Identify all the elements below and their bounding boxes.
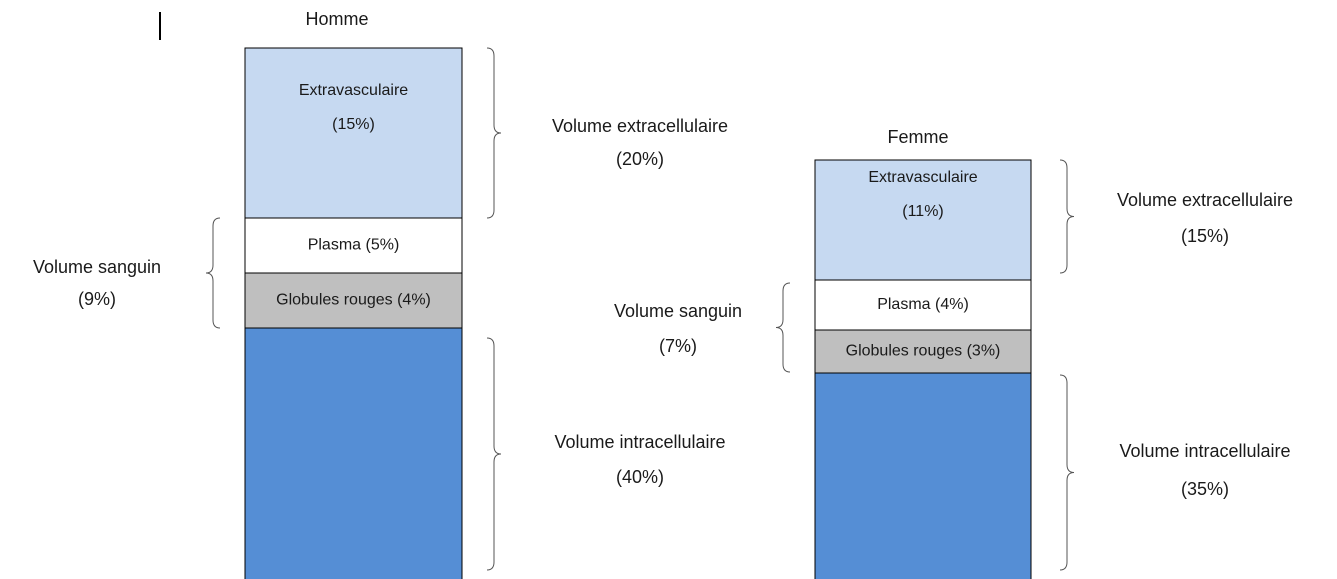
- brace-label: Volume sanguin: [33, 257, 161, 277]
- brace-label: (20%): [616, 149, 664, 169]
- brace-label: (7%): [659, 336, 697, 356]
- brace-label: Volume intracellulaire: [554, 432, 725, 452]
- segment-label: Extravasculaire: [868, 169, 977, 186]
- brace: [486, 47, 502, 219]
- brace-label: Volume extracellulaire: [1117, 190, 1293, 210]
- segment: [244, 327, 463, 579]
- brace-label: (35%): [1181, 479, 1229, 499]
- segment-label: Extravasculaire: [299, 82, 408, 99]
- brace-label: (9%): [78, 289, 116, 309]
- segment: [244, 217, 463, 274]
- brace: [205, 217, 221, 329]
- brace-label: (15%): [1181, 226, 1229, 246]
- segment: [814, 159, 1032, 281]
- segment-label: Globules rouges (3%): [846, 343, 1001, 360]
- brace-label: (40%): [616, 467, 664, 487]
- segment-label: Globules rouges (4%): [276, 292, 431, 309]
- brace: [486, 337, 502, 571]
- segment: [814, 279, 1032, 331]
- column-title: Femme: [887, 127, 948, 147]
- segment-label: (15%): [332, 116, 375, 133]
- brace: [1059, 374, 1075, 571]
- brace-label: Volume extracellulaire: [552, 116, 728, 136]
- column-title: Homme: [305, 9, 368, 29]
- brace: [775, 282, 791, 373]
- brace-label: Volume intracellulaire: [1119, 441, 1290, 461]
- segment-label: Plasma (4%): [877, 296, 969, 313]
- segment-label: Plasma (5%): [308, 237, 400, 254]
- segment-label: (11%): [902, 203, 944, 220]
- segment: [814, 329, 1032, 374]
- brace-label: Volume sanguin: [614, 301, 742, 321]
- brace: [1059, 159, 1075, 274]
- segment: [814, 372, 1032, 579]
